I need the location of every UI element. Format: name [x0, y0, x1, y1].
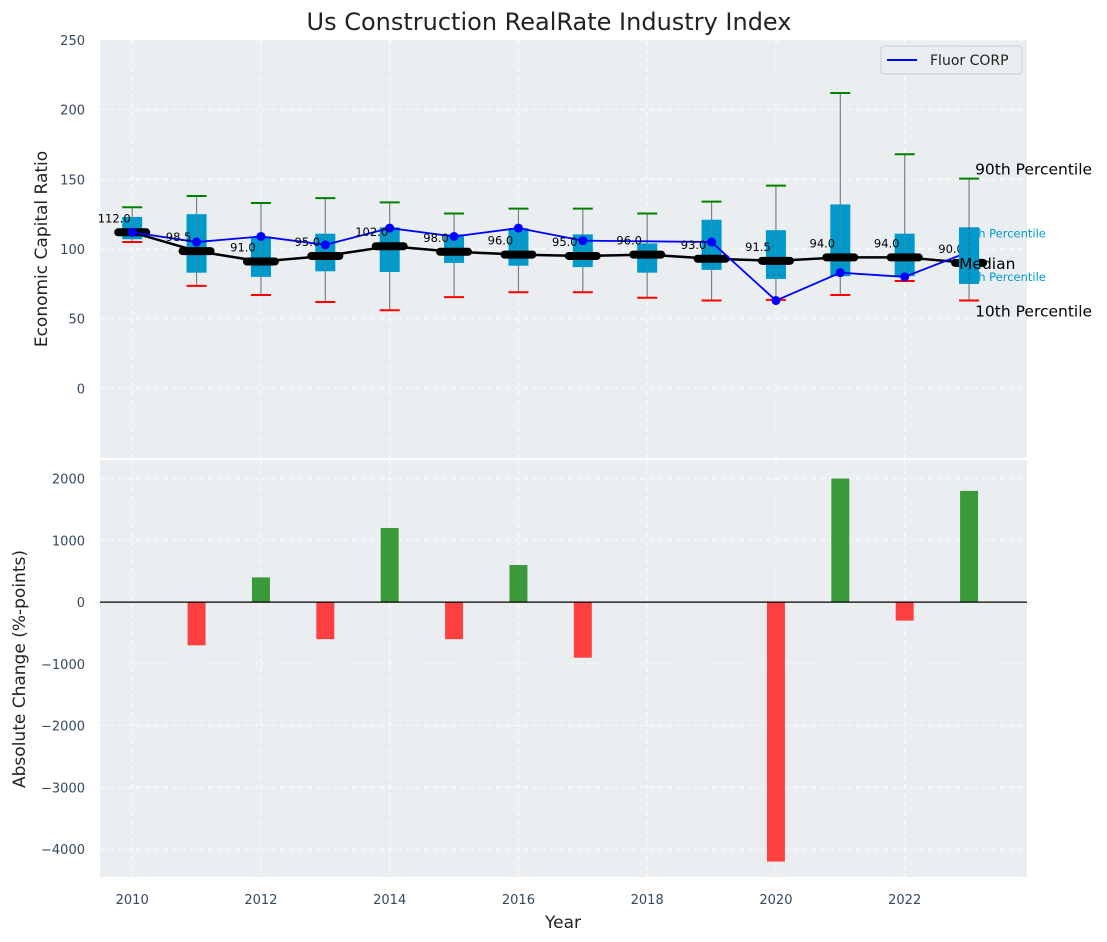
company-point	[513, 223, 523, 233]
bottom-y-ticks: −4000 −3000 −2000 −1000 0 1000 2000	[41, 473, 85, 859]
company-point	[256, 231, 266, 241]
median-value-label: 91.5	[745, 240, 771, 254]
company-point	[900, 272, 910, 282]
bottom-y-tick-label: 0	[77, 596, 85, 611]
chart-title: Us Construction RealRate Industry Index	[307, 8, 792, 36]
median-value-label: 90.0	[938, 242, 964, 256]
company-point	[578, 236, 588, 246]
company-point	[385, 223, 395, 233]
legend[interactable]: Fluor CORP	[880, 45, 1023, 75]
median-value-label: 98.5	[166, 230, 192, 244]
iqr-box-overlay	[959, 227, 980, 284]
x-tick-label: 2014	[373, 893, 406, 908]
last-box-overlay	[959, 227, 980, 284]
top-y-tick-label: 150	[60, 173, 85, 188]
change-bar-2011	[187, 602, 206, 646]
change-bar-2021	[831, 478, 850, 603]
bottom-y-tick-label: −1000	[41, 658, 85, 673]
annotation-median: Median	[959, 255, 1015, 273]
change-bars	[187, 478, 979, 862]
bottom-y-axis-label: Absolute Change (%-points)	[10, 550, 30, 788]
change-bar-2020	[766, 602, 785, 862]
median-labels: 112.0 98.5 91.0 95.0 102.0 98.0 96.0 95.0 96.0 93…	[98, 211, 964, 256]
x-tick-label: 2016	[502, 893, 535, 908]
median-value-label: 102.0	[355, 225, 388, 239]
company-line	[127, 223, 974, 306]
annotation-90th-percentile: 90th Percentile	[975, 161, 1092, 179]
company-point	[192, 237, 202, 247]
median-value-label: 95.0	[552, 235, 578, 249]
change-bar-2015	[445, 602, 464, 640]
company-point	[127, 227, 137, 237]
x-tick-label: 2010	[116, 893, 149, 908]
bottom-y-tick-label: −2000	[41, 720, 85, 735]
annotation-10th-percentile: 10th Percentile	[975, 303, 1092, 321]
box-2012	[250, 202, 271, 296]
change-bar-2022	[895, 602, 914, 621]
company-point	[449, 231, 459, 241]
change-bar-2013	[316, 602, 335, 640]
top-y-tick-label: 0	[77, 382, 85, 397]
x-tick-label: 2018	[631, 893, 664, 908]
legend-label-fluor-corp: Fluor CORP	[930, 53, 1009, 69]
change-bar-2017	[573, 602, 592, 658]
median-value-label: 93.0	[681, 238, 707, 252]
x-ticks: 2010 2012 2014 2016 2018 2020 2022	[116, 893, 922, 908]
annotation-25th-percentile: 25th Percentile	[959, 270, 1046, 284]
bottom-y-tick-label: 2000	[52, 473, 85, 488]
company-point	[835, 268, 845, 278]
median-value-label: 91.0	[230, 241, 256, 255]
top-y-tick-label: 200	[60, 104, 85, 119]
change-bar-2012	[251, 577, 270, 603]
bottom-plot-background	[100, 460, 1027, 877]
change-bar-2014	[380, 527, 399, 603]
bottom-y-tick-label: −3000	[41, 781, 85, 796]
top-y-tick-label: 50	[68, 313, 85, 328]
legend-frame	[880, 45, 1023, 75]
top-y-ticks: 0 50 100 150 200 250	[60, 34, 85, 397]
bottom-y-tick-label: −4000	[41, 843, 85, 858]
top-y-tick-label: 100	[60, 243, 85, 258]
median-value-label: 98.0	[423, 231, 449, 245]
change-bar-2023	[960, 490, 979, 603]
median-value-label: 96.0	[616, 234, 642, 248]
top-y-tick-label: 250	[60, 34, 85, 49]
company-point	[707, 237, 717, 247]
company-point	[320, 240, 330, 250]
median-value-label: 96.0	[488, 234, 514, 248]
median-value-label: 94.0	[874, 236, 900, 250]
company-point	[771, 296, 781, 306]
bottom-grid	[100, 460, 1027, 877]
x-tick-label: 2022	[888, 893, 921, 908]
x-axis-label: Year	[544, 913, 581, 933]
x-tick-label: 2012	[244, 893, 277, 908]
median-value-label: 112.0	[98, 211, 131, 225]
annotation-75th-percentile: 75th Percentile	[959, 226, 1046, 240]
x-tick-label: 2020	[759, 893, 792, 908]
change-bar-2016	[509, 565, 528, 603]
top-y-axis-label: Economic Capital Ratio	[32, 151, 52, 347]
percentile-annotations: 90th Percentile 75th Percentile 25th Per…	[959, 161, 1092, 321]
bottom-y-tick-label: 1000	[52, 534, 85, 549]
median-value-label: 95.0	[295, 235, 321, 249]
top-panel: 0 50 100 150 200 250 112.0 98.5 91.0 95.0 102.0 98…	[32, 34, 1092, 458]
median-value-label: 94.0	[810, 236, 836, 250]
